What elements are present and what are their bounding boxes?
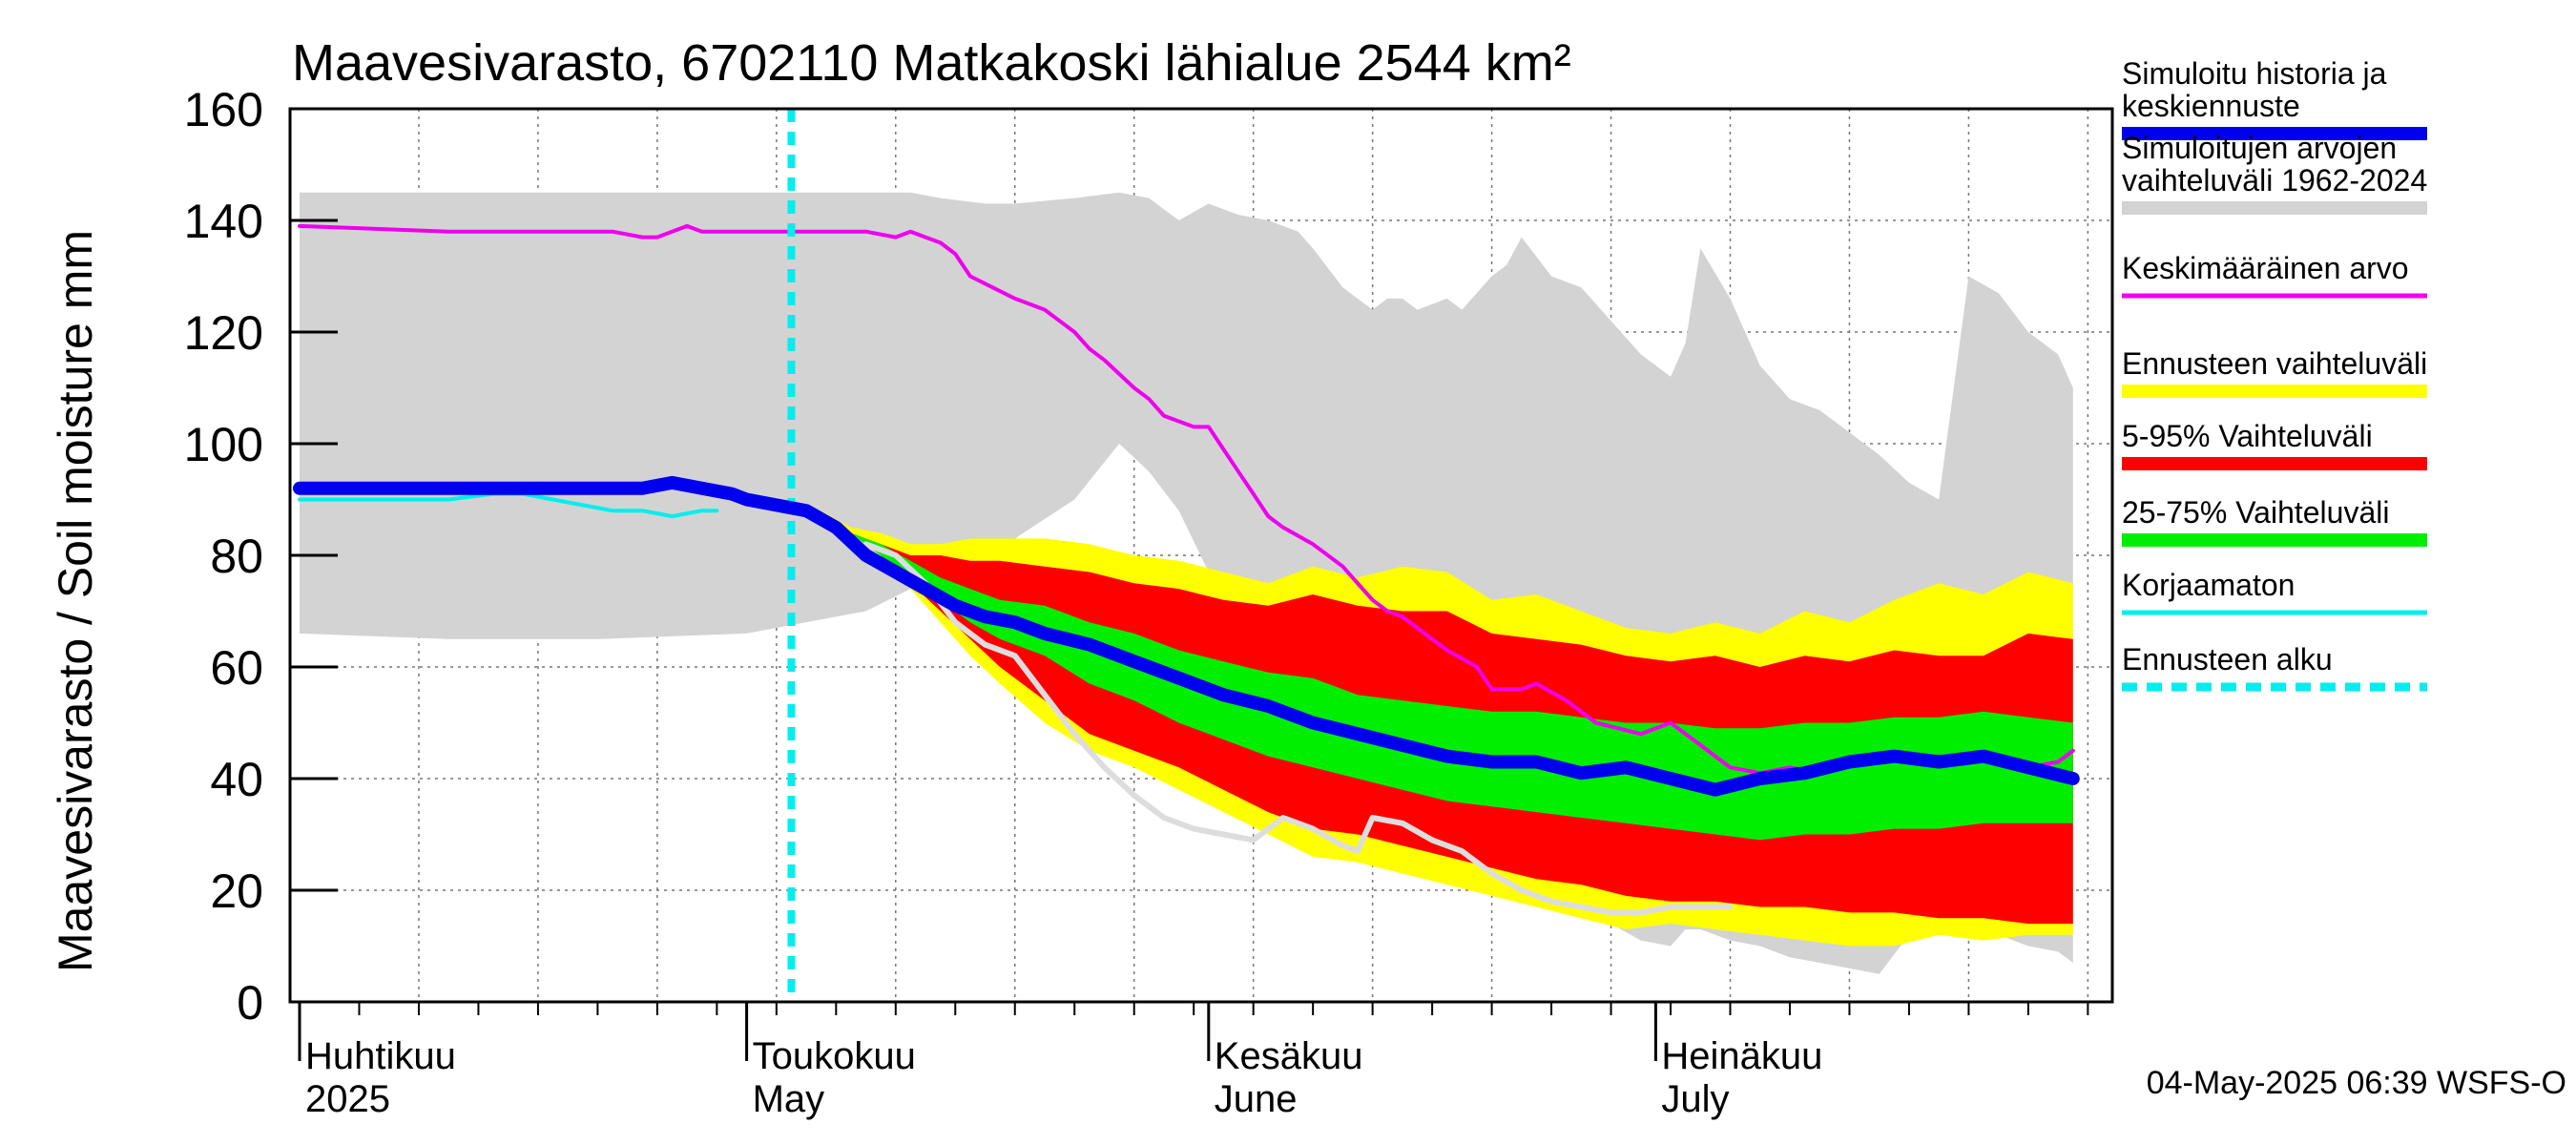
y-tick-label: 0 xyxy=(237,976,263,1030)
x-month-label-en: 2025 xyxy=(305,1078,390,1120)
x-month-label-en: July xyxy=(1661,1078,1729,1120)
y-tick-label: 80 xyxy=(210,530,263,583)
x-month-label-fi: Huhtikuu xyxy=(305,1035,456,1077)
legend-label: Keskimääräinen arvo xyxy=(2122,251,2409,285)
y-tick-label: 120 xyxy=(184,306,263,360)
y-tick-label: 20 xyxy=(210,864,263,918)
legend-label: vaihteluväli 1962-2024 xyxy=(2122,163,2427,198)
chart-title: Maavesivarasto, 6702110 Matkakoski lähia… xyxy=(292,34,1571,92)
series-grey-member-line xyxy=(862,541,1734,916)
x-month-label-en: June xyxy=(1215,1078,1298,1120)
series-mean-forecast-line xyxy=(293,475,2080,797)
y-tick-label: 60 xyxy=(210,641,263,695)
legend-label: Ennusteen alku xyxy=(2122,642,2333,677)
series-layer xyxy=(293,109,2080,1002)
series-p25-75-band xyxy=(791,499,2073,841)
y-tick-label: 160 xyxy=(184,83,263,136)
legend-label: 25-75% Vaihteluväli xyxy=(2122,495,2389,530)
y-axis-label: Maavesivarasto / Soil moisture mm xyxy=(49,230,102,972)
x-month-label-fi: Kesäkuu xyxy=(1215,1035,1363,1077)
x-month-label-en: May xyxy=(753,1078,825,1120)
x-month-label-fi: Heinäkuu xyxy=(1661,1035,1822,1077)
y-tick-label: 140 xyxy=(184,195,263,248)
legend-label: Ennusteen vaihteluväli xyxy=(2122,346,2427,381)
legend-label: Simuloitujen arvojen xyxy=(2122,131,2397,165)
y-tick-label: 40 xyxy=(210,753,263,806)
series-uncorrected-line xyxy=(298,491,719,519)
legend-label: Simuloitu historia ja xyxy=(2122,56,2387,91)
legend-label: Korjaamaton xyxy=(2122,568,2295,602)
x-month-label-fi: Toukokuu xyxy=(753,1035,916,1077)
timestamp-footer: 04-May-2025 06:39 WSFS-O xyxy=(2147,1065,2566,1101)
y-tick-label: 100 xyxy=(184,418,263,471)
legend-label: keskiennuste xyxy=(2122,89,2300,123)
legend-label: 5-95% Vaihteluväli xyxy=(2122,419,2373,453)
